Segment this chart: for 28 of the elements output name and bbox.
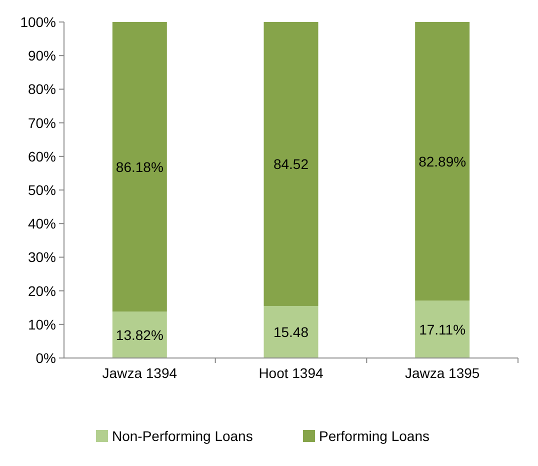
y-tick-label: 50%	[28, 182, 56, 198]
y-tick-label: 0%	[36, 350, 56, 366]
y-tick-label: 80%	[28, 81, 56, 98]
bar	[264, 22, 318, 306]
y-tick-label: 70%	[28, 114, 56, 131]
y-tick-label: 100%	[20, 14, 56, 30]
bar	[112, 312, 167, 358]
data-label: 15.48	[273, 324, 309, 340]
y-tick-label: 40%	[28, 216, 56, 232]
data-label: 17.11%	[419, 321, 466, 338]
x-tick-label: Jawza 1394	[102, 365, 178, 381]
legend-label: Performing Loans	[319, 428, 430, 444]
y-tick-label: 10%	[28, 316, 56, 332]
data-label: 82.89%	[418, 153, 466, 170]
data-label: 13.82%	[116, 326, 164, 343]
data-label: 86.18%	[116, 158, 164, 175]
bar	[112, 22, 167, 312]
x-tick-label: Jawza 1395	[404, 365, 480, 381]
legend-label: Non-Performing Loans	[112, 428, 253, 444]
y-tick-label: 30%	[28, 249, 56, 266]
bar	[415, 300, 470, 358]
bar	[264, 306, 318, 358]
y-tick-label: 90%	[28, 48, 56, 64]
data-label: 84.52	[273, 156, 309, 172]
y-tick-label: 20%	[28, 282, 56, 299]
bar	[415, 22, 470, 301]
x-tick-label: Hoot 1394	[258, 365, 324, 381]
y-tick-label: 60%	[28, 148, 56, 164]
